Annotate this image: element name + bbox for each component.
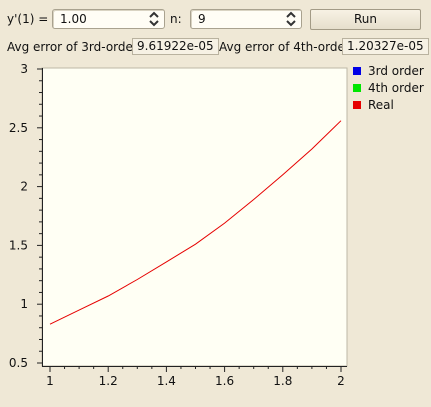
plot-area (41, 67, 348, 367)
legend-swatch (353, 100, 361, 109)
x-tick-label: 2 (337, 374, 345, 388)
legend-swatch (353, 66, 361, 75)
legend-label: Real (368, 98, 394, 112)
n-label: n: (170, 12, 182, 26)
legend-label: 3rd order (368, 64, 424, 78)
x-tick-label: 1.6 (215, 374, 234, 388)
third-order-error-value: 9.61922e-05 (132, 38, 219, 55)
y-tick-label: 2.5 (9, 121, 28, 135)
legend-item: 4th order (353, 81, 424, 95)
x-tick-label: 1.2 (99, 374, 118, 388)
legend-item: 3rd order (353, 64, 424, 78)
y-tick-label: 1.5 (9, 238, 28, 252)
run-button[interactable]: Run (310, 9, 421, 30)
y-tick-label: 3 (20, 62, 28, 76)
yprime-value: 1.00 (60, 12, 87, 26)
y-tick-label: 2 (20, 180, 28, 194)
yprime-label: y'(1) = (7, 12, 49, 26)
fourth-order-error-value: 1.20327e-05 (342, 38, 429, 55)
spin-arrows-icon[interactable] (285, 11, 297, 27)
n-value: 9 (198, 12, 206, 26)
n-spinbox[interactable]: 9 (190, 9, 302, 29)
x-tick-label: 1.8 (273, 374, 292, 388)
legend-item: Real (353, 98, 394, 112)
spin-arrows-icon[interactable] (148, 11, 160, 27)
legend-label: 4th order (368, 81, 424, 95)
yprime-spinbox[interactable]: 1.00 (52, 9, 165, 29)
y-tick-label: 1 (20, 297, 28, 311)
x-tick-label: 1 (46, 374, 54, 388)
legend-swatch (353, 83, 361, 92)
x-tick-label: 1.4 (157, 374, 176, 388)
y-tick-label: 0.5 (9, 356, 28, 370)
third-order-error-label: Avg error of 3rd-order (7, 40, 138, 54)
fourth-order-error-label: Avg error of 4th-order (219, 40, 350, 54)
series-line-real (49, 120, 342, 325)
